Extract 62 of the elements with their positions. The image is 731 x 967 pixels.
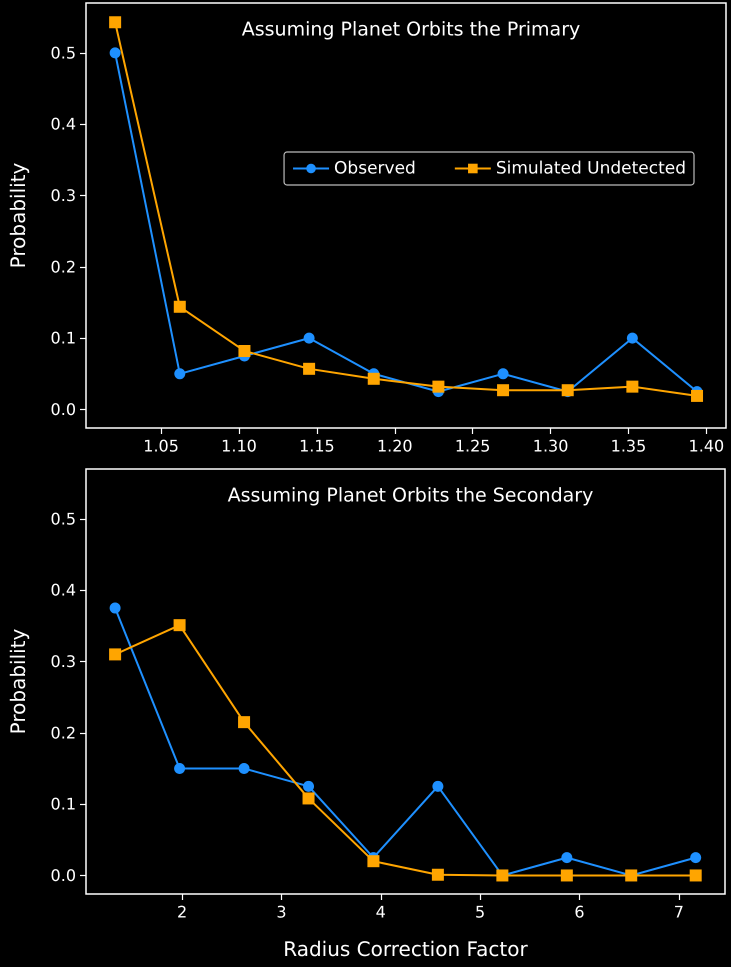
- y-tick-label: 0.0: [50, 866, 76, 885]
- point: [690, 869, 702, 882]
- x-tick-label: 1.15: [299, 436, 335, 456]
- point: [432, 780, 444, 792]
- x-tick-label: 6: [574, 902, 585, 922]
- y-tick-label: 0.1: [50, 794, 76, 814]
- point: [626, 332, 638, 344]
- point: [690, 852, 702, 864]
- x-tick-label: 1.30: [532, 436, 568, 456]
- y-tick-label: 0.3: [50, 652, 76, 672]
- y-tick-label: 0.2: [50, 257, 76, 276]
- point: [626, 380, 638, 393]
- x-tick-label: 1.10: [221, 436, 257, 456]
- point: [691, 390, 704, 402]
- y-tick-label: 0.2: [50, 723, 76, 742]
- y-tick-label: 0.5: [50, 43, 76, 62]
- point: [238, 344, 250, 357]
- text: Assuming Planet Orbits the Primary: [242, 18, 580, 40]
- point: [367, 855, 380, 868]
- point: [497, 384, 510, 396]
- x-tick-label: 1.25: [454, 436, 490, 456]
- y-tick-label: 0.4: [50, 114, 76, 134]
- legend-label: Observed: [334, 158, 416, 178]
- x-tick-label: 7: [674, 902, 684, 922]
- point: [109, 648, 122, 660]
- y-axis-title: Probability: [6, 628, 30, 734]
- y-tick-label: 0.1: [50, 328, 76, 348]
- x-tick-label: 1.40: [688, 436, 724, 456]
- y-tick-label: 0.5: [50, 509, 76, 528]
- point: [238, 763, 250, 774]
- point: [174, 763, 186, 774]
- point: [302, 792, 315, 804]
- point: [303, 780, 314, 792]
- x-tick-label: 3: [276, 902, 287, 922]
- point: [110, 47, 121, 58]
- x-tick-label: 2: [176, 902, 188, 922]
- x-tick-label: 4: [376, 902, 386, 922]
- point: [174, 300, 186, 313]
- point: [432, 868, 444, 881]
- point: [303, 362, 316, 375]
- text: Assuming Planet Orbits the Secondary: [228, 484, 594, 506]
- point: [110, 602, 121, 614]
- point: [238, 716, 250, 728]
- x-tick-label: 1.20: [376, 436, 413, 456]
- point: [561, 852, 572, 864]
- y-tick-label: 0.0: [50, 400, 76, 419]
- point: [560, 869, 573, 882]
- point: [432, 380, 444, 393]
- y-axis-title: Probability: [6, 162, 30, 268]
- x-axis-title: Radius Correction Factor: [283, 937, 529, 961]
- point: [174, 368, 186, 380]
- legend-label: Simulated Undetected: [496, 158, 686, 178]
- point: [304, 332, 315, 344]
- x-tick-label: 1.35: [610, 436, 646, 456]
- x-tick-label: 5: [475, 902, 486, 922]
- x-tick-label: 1.05: [143, 436, 179, 456]
- point: [498, 368, 509, 380]
- point: [368, 372, 380, 385]
- y-tick-label: 0.3: [50, 186, 76, 206]
- point: [109, 16, 122, 28]
- point: [174, 619, 186, 632]
- y-tick-label: 0.4: [50, 580, 76, 600]
